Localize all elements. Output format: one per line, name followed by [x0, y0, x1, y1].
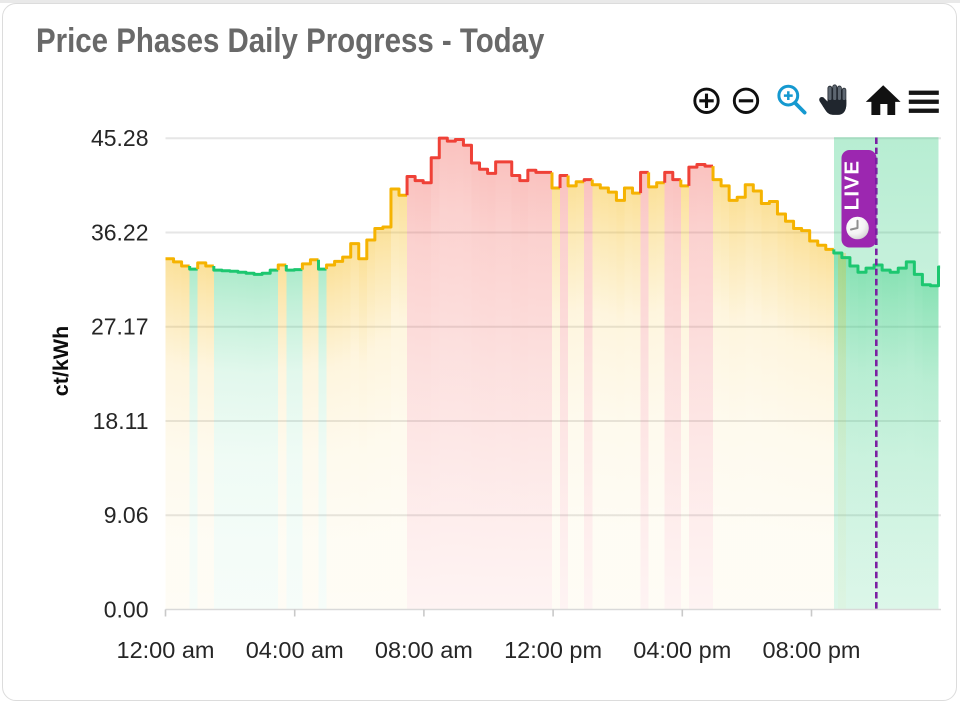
svg-text:08:00 am: 08:00 am [375, 637, 473, 663]
svg-text:12:00 pm: 12:00 pm [504, 637, 602, 663]
svg-text:ct/kWh: ct/kWh [49, 326, 73, 396]
svg-text:04:00 pm: 04:00 pm [633, 637, 731, 663]
svg-text:18.11: 18.11 [93, 408, 149, 434]
svg-text:LIVE: LIVE [841, 160, 864, 211]
svg-text:12:00 am: 12:00 am [117, 637, 215, 663]
svg-text:0.00: 0.00 [104, 597, 149, 623]
svg-text:45.28: 45.28 [91, 125, 149, 151]
svg-text:27.17: 27.17 [91, 314, 149, 340]
svg-text:36.22: 36.22 [91, 220, 149, 246]
svg-text:04:00 am: 04:00 am [246, 637, 344, 663]
svg-text:08:00 pm: 08:00 pm [763, 637, 861, 663]
svg-text:9.06: 9.06 [104, 502, 149, 528]
